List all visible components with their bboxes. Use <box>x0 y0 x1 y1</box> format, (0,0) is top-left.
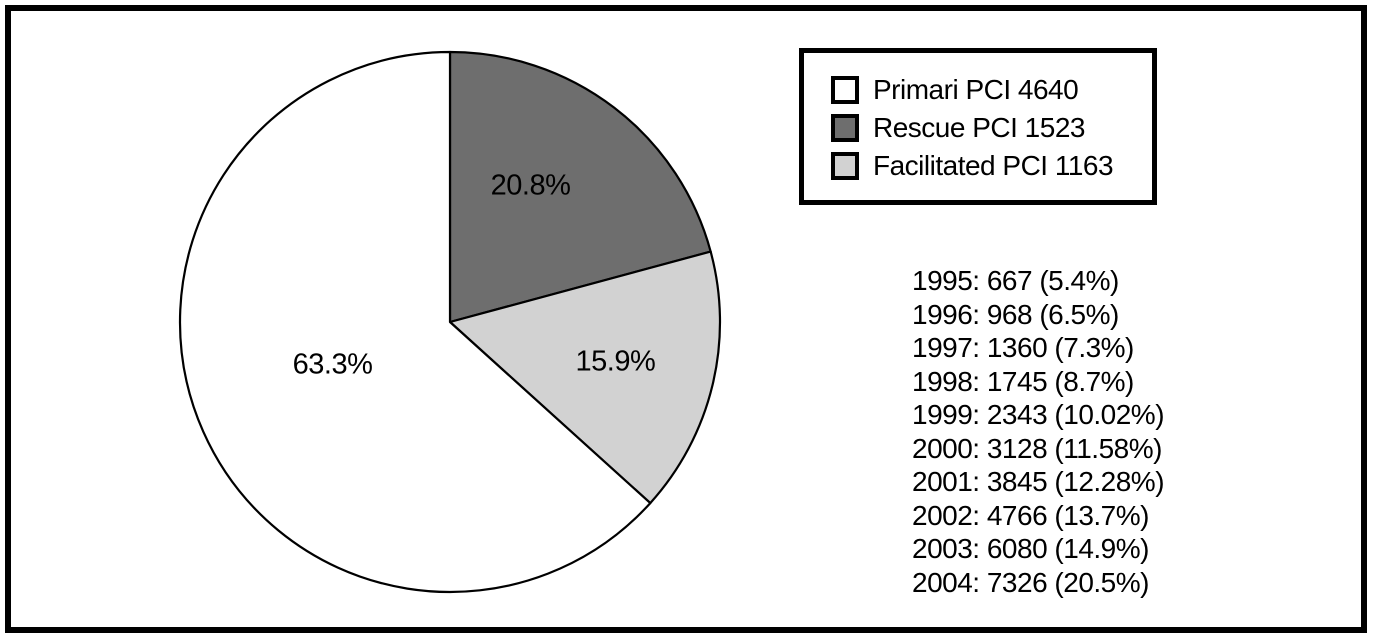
pie-chart: 20.8% 15.9% 63.3% <box>178 50 722 594</box>
yearly-values-list: 1995: 667 (5.4%) 1996: 968 (6.5%) 1997: … <box>912 264 1165 599</box>
annotation-line: 2000: 3128 (11.58%) <box>912 432 1162 464</box>
annotation-line: 2001: 3845 (12.28%) <box>912 466 1165 497</box>
pie-slice-rescue-pci <box>448 50 712 324</box>
legend-item-primari-pci: Primari PCI 4640 <box>831 74 1152 105</box>
pie-slice-percent-label: 20.8% <box>491 169 571 201</box>
legend-label: Rescue PCI 1523 <box>873 112 1085 143</box>
annotation-line: 1995: 667 (5.4%) <box>912 265 1119 296</box>
pie-slice-primari-pci <box>178 50 652 594</box>
chart-legend: Primari PCI 4640 Rescue PCI 1523 Facilit… <box>799 48 1157 205</box>
annotation-line: 1997: 1360 (7.3%) <box>912 332 1134 363</box>
pie-slice-percent-label: 15.9% <box>576 346 656 378</box>
figure-border <box>5 5 1367 633</box>
annotation-line: 2004: 7326 (20.5%) <box>912 566 1149 598</box>
legend-swatch-rescue-pci <box>831 114 859 142</box>
pie-slice-percent-label: 63.3% <box>293 348 373 380</box>
legend-label: Primari PCI 4640 <box>873 74 1079 105</box>
pie-slice-facilitated-pci <box>448 250 722 505</box>
annotation-line: 2002: 4766 (13.7%) <box>912 499 1149 531</box>
annotation-line: 1999: 2343 (10.02%) <box>912 399 1165 430</box>
legend-label: Facilitated PCI 1163 <box>873 150 1114 181</box>
legend-item-rescue-pci: Rescue PCI 1523 <box>831 112 1152 143</box>
annotation-line: 1996: 968 (6.5%) <box>912 298 1119 330</box>
annotation-line: 1998: 1745 (8.7%) <box>912 365 1134 397</box>
annotation-line: 2003: 6080 (14.9%) <box>912 533 1149 564</box>
legend-item-facilitated-pci: Facilitated PCI 1163 <box>831 150 1152 181</box>
legend-swatch-facilitated-pci <box>831 152 859 180</box>
legend-swatch-primari-pci <box>831 76 859 104</box>
